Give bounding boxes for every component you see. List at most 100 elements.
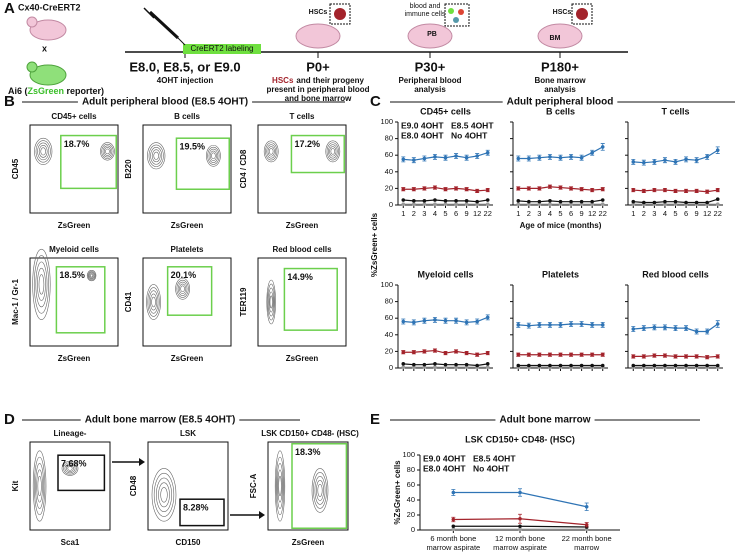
point — [485, 188, 490, 192]
plot-title: LSK CD150+ CD48- (HSC) — [261, 429, 359, 438]
point — [412, 199, 416, 203]
step-title: E8.0, E8.5, or E9.0 — [129, 59, 240, 74]
contour — [277, 469, 283, 503]
step-text: and bone marrow — [285, 94, 352, 103]
y-tick-label: 40 — [385, 330, 393, 339]
point — [579, 155, 584, 160]
point — [516, 323, 521, 327]
step-title: P0+ — [306, 59, 330, 74]
point — [401, 319, 406, 324]
point — [443, 362, 448, 367]
mouse-ear — [26, 61, 38, 73]
contour — [37, 267, 46, 301]
x-tick-label: 12 — [588, 209, 596, 218]
axis-label: CD150 — [176, 538, 201, 547]
contour — [275, 456, 285, 516]
point — [673, 160, 678, 164]
point — [694, 363, 699, 368]
point — [590, 202, 594, 206]
plot-frame — [142, 257, 232, 347]
gate-label: 7.68% — [61, 459, 87, 469]
gate — [57, 454, 106, 492]
point — [537, 363, 542, 368]
point — [558, 323, 563, 327]
contour — [151, 296, 156, 308]
point — [652, 325, 657, 330]
point — [684, 326, 688, 330]
rule-gap — [77, 96, 253, 108]
arrow-head — [139, 458, 145, 466]
point — [454, 349, 458, 354]
point — [600, 352, 605, 357]
y-tick-label: 0 — [411, 525, 415, 534]
x-tick-label: 2 — [412, 209, 416, 218]
x-tick-label: 22 — [714, 209, 722, 218]
step-text: Bone marrow — [534, 76, 586, 85]
point — [422, 349, 427, 354]
legend-entry: E8.0 4OHT — [423, 463, 466, 473]
gate — [290, 134, 345, 174]
axis-label: ZsGreen — [58, 221, 91, 230]
point — [443, 365, 448, 369]
mouse-icon — [29, 19, 67, 41]
point — [527, 323, 531, 328]
contour — [153, 472, 175, 517]
gate — [175, 137, 230, 190]
y-tick-label: 40 — [407, 495, 415, 504]
point — [663, 353, 667, 358]
panel-label: B — [4, 93, 15, 110]
chart-title: Platelets — [542, 269, 579, 279]
point — [454, 199, 458, 203]
contour — [175, 277, 190, 300]
point — [475, 319, 479, 324]
point — [516, 156, 521, 161]
y-tick-label: 80 — [385, 297, 393, 306]
point — [518, 490, 522, 495]
contour — [35, 140, 51, 163]
point — [642, 326, 646, 330]
point — [464, 351, 469, 355]
point — [412, 350, 416, 355]
gate — [166, 266, 213, 316]
x-tick-label: 9 — [465, 209, 469, 218]
contour — [263, 140, 279, 163]
point — [579, 352, 584, 357]
x-tick-label: 12 month bone marrow aspirate — [493, 534, 547, 552]
mouse-p30 — [407, 3, 470, 49]
icon-label: blood and — [410, 3, 441, 10]
plot-title: Lineage- — [54, 429, 87, 438]
labeling-bar — [183, 44, 261, 54]
point — [715, 148, 720, 153]
x-tick-label-box: 6 month bone marrow aspirate — [426, 534, 480, 552]
point — [412, 365, 416, 369]
mouse-label-part: Ai6 ( — [8, 86, 28, 96]
point — [652, 160, 657, 164]
point — [569, 202, 573, 206]
x-tick-label: 6 — [454, 209, 458, 218]
point — [527, 352, 531, 357]
section-title: Adult bone marrow (E8.5 4OHT) — [85, 415, 236, 426]
point — [600, 363, 605, 368]
point — [569, 199, 573, 204]
contour — [151, 468, 177, 522]
point — [454, 362, 458, 367]
y-axis-label: %ZsGreen+ cells — [393, 460, 402, 525]
point — [715, 363, 720, 368]
point — [537, 323, 542, 327]
point — [443, 351, 448, 355]
legend-entry: No 4OHT — [451, 130, 488, 140]
point — [663, 325, 667, 330]
point — [558, 185, 563, 190]
contour — [314, 476, 326, 505]
point — [464, 202, 469, 206]
point — [475, 189, 479, 193]
contour — [268, 148, 274, 155]
point — [705, 155, 709, 159]
axis-label: CD45 — [11, 158, 20, 179]
contour — [90, 273, 94, 278]
point — [518, 527, 522, 532]
contour — [180, 285, 185, 293]
point — [673, 326, 678, 330]
contour — [151, 149, 161, 163]
point — [527, 202, 531, 206]
